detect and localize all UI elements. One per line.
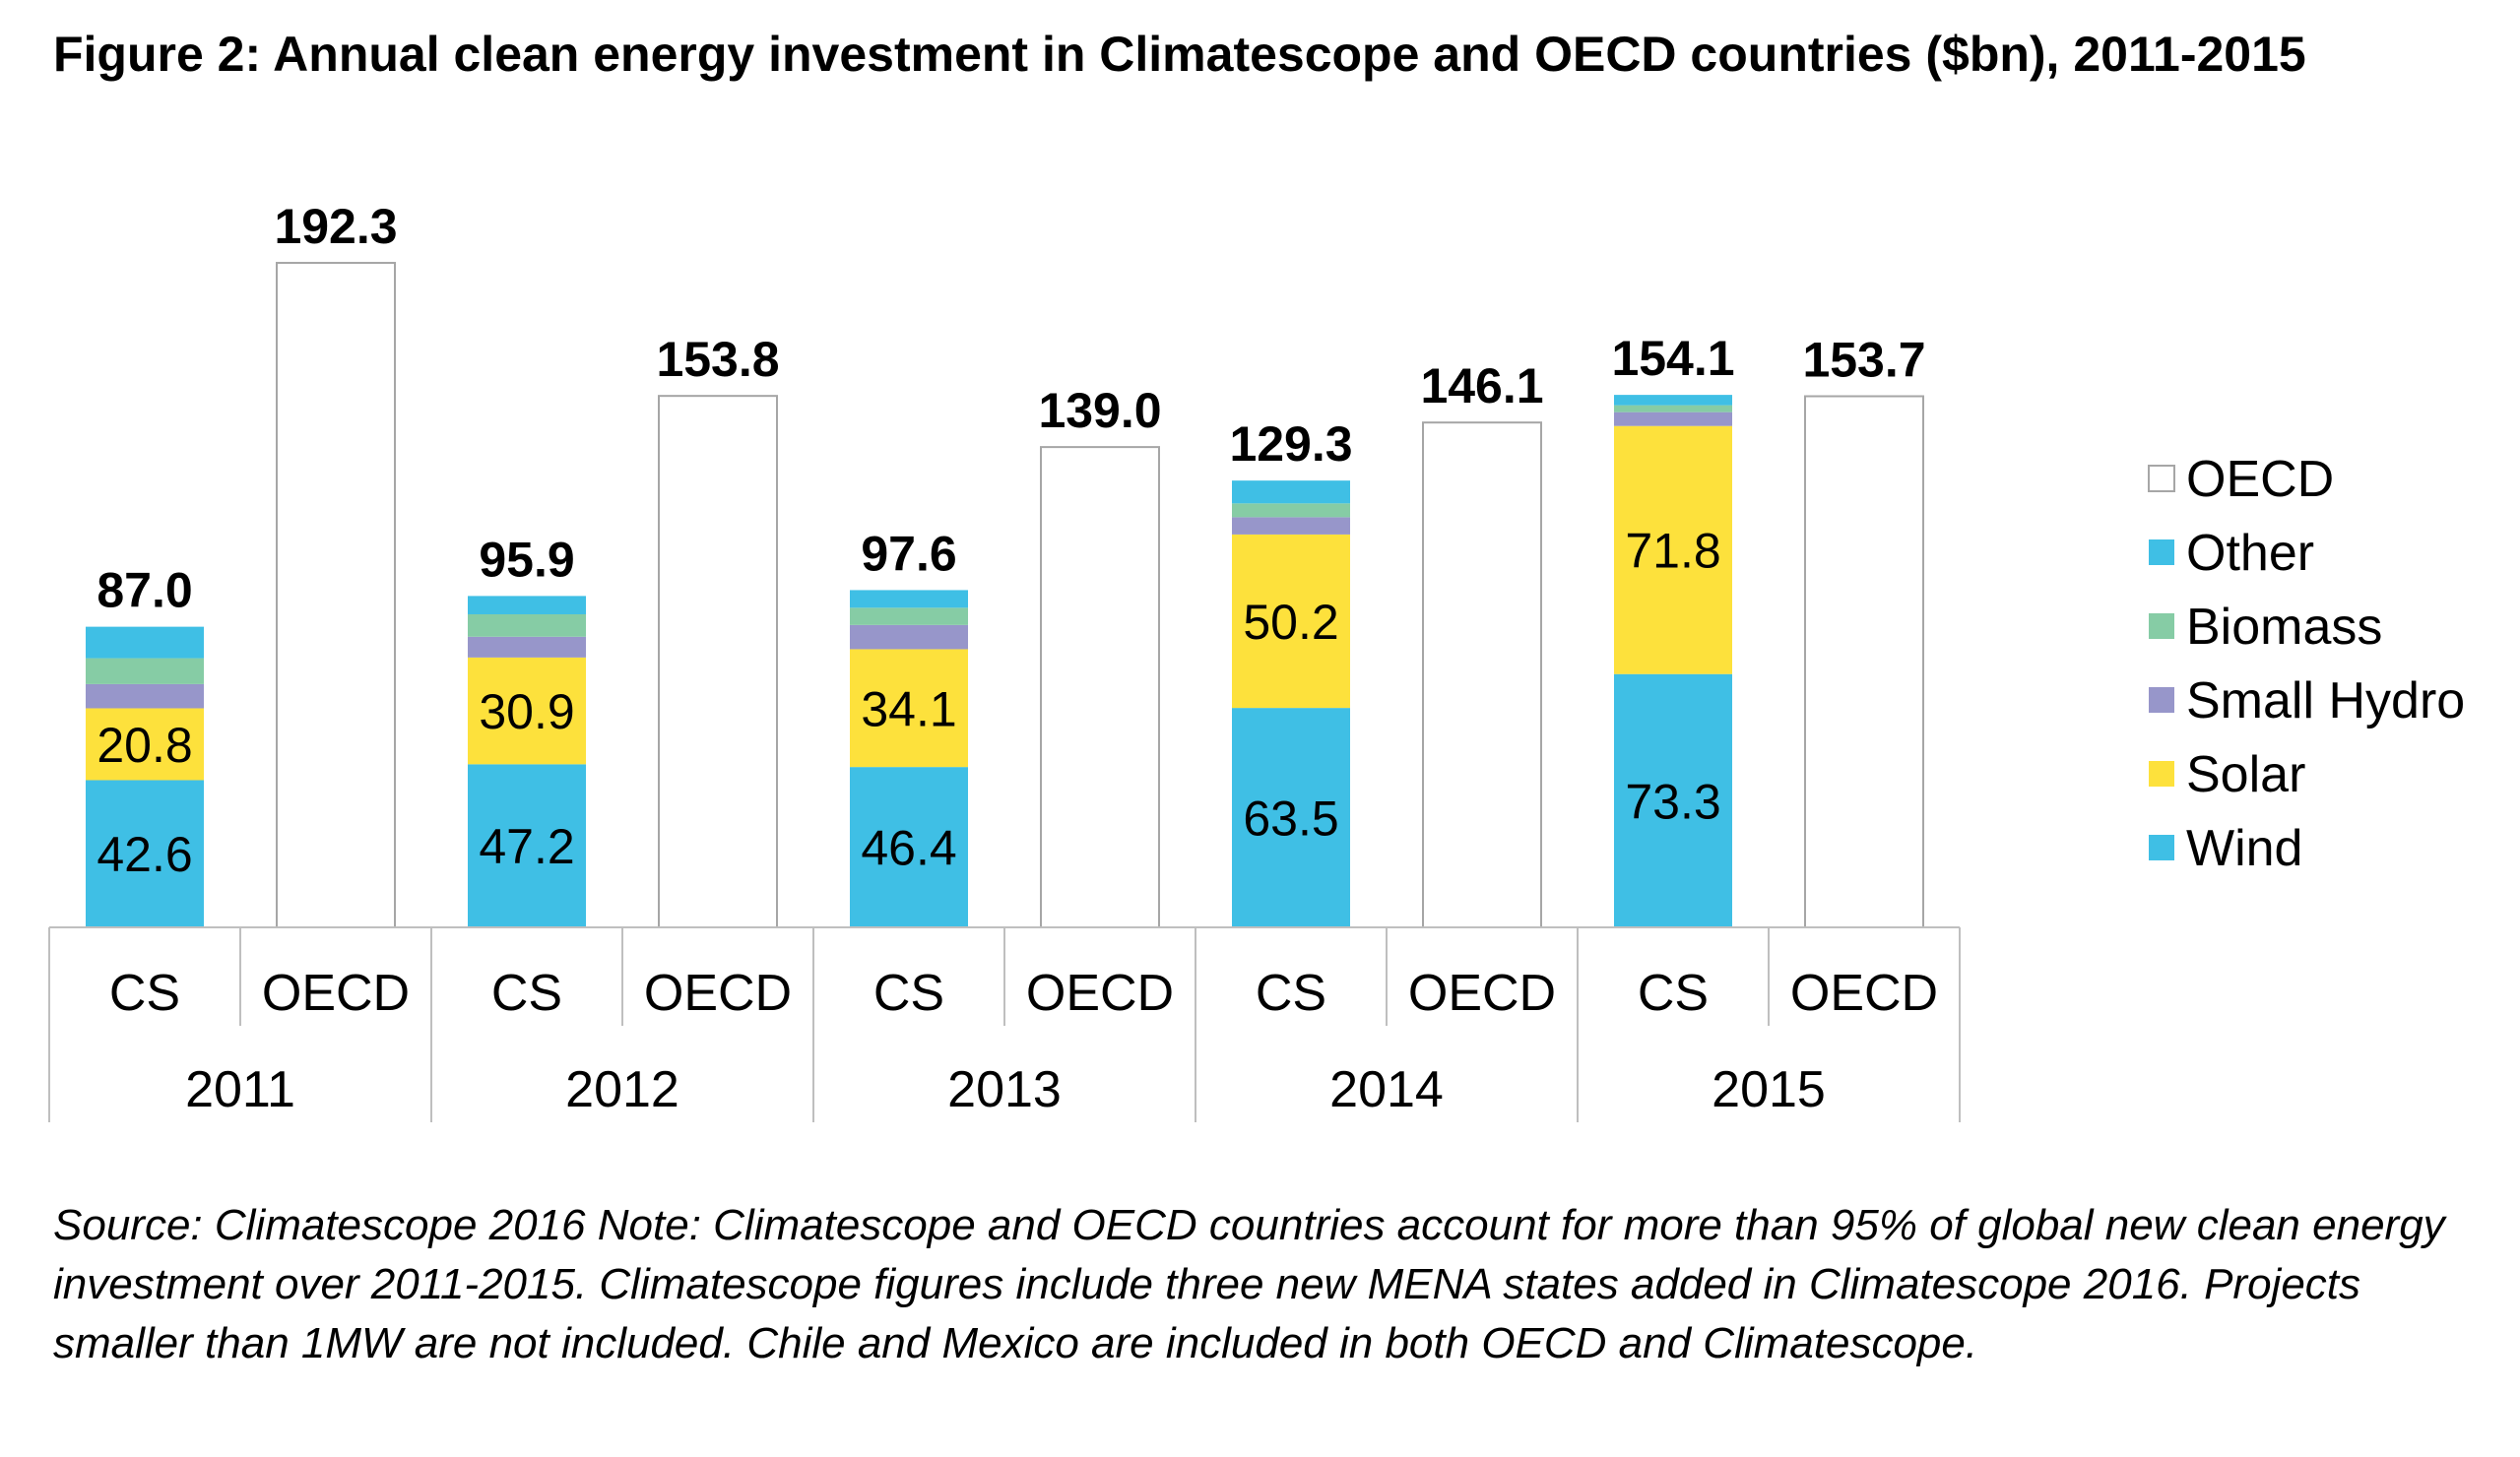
legend-entry: Other: [2186, 525, 2314, 582]
data-label: 50.2: [1243, 595, 1338, 650]
legend-entry: Small Hydro: [2186, 672, 2465, 729]
bar-segment-other: [468, 596, 586, 614]
bar-segment-small-hydro: [86, 683, 204, 709]
tick-label: CS: [1256, 965, 1326, 1022]
bar-segment-wind: [850, 767, 968, 927]
bar-segment-small-hydro: [1614, 412, 1732, 426]
bar-segment-oecd: [1804, 395, 1924, 928]
bar-segment-biomass: [850, 607, 968, 625]
bar-segment-oecd: [1040, 446, 1160, 928]
legend-swatch: [2149, 835, 2174, 860]
total-label: 129.3: [1229, 416, 1352, 472]
legend-swatch: [2149, 761, 2174, 787]
bars-layer: 42.6 20.8 87.0 192.3 47.2 30.9 95.9 153.8 46.4 34…: [86, 199, 1926, 929]
total-label: 154.1: [1611, 331, 1734, 386]
legend-swatch: [2149, 687, 2174, 713]
data-label: 42.6: [97, 827, 192, 882]
total-label: 153.7: [1802, 333, 1925, 388]
total-label: 139.0: [1038, 383, 1161, 438]
bar-segment-small-hydro: [850, 624, 968, 650]
group-label: 2015: [1712, 1061, 1826, 1118]
bar-segment-other: [850, 590, 968, 608]
tick-label: OECD: [644, 965, 792, 1022]
total-label: 153.8: [656, 332, 779, 387]
legend-entry: OECD: [2186, 451, 2334, 508]
bar-segment-solar: [86, 708, 204, 781]
bar-segment-biomass: [1614, 405, 1732, 412]
tick-label: CS: [1638, 965, 1709, 1022]
bar-segment-solar: [1614, 425, 1732, 674]
total-label: 97.6: [861, 526, 956, 581]
data-label: 63.5: [1243, 792, 1338, 847]
bar-segment-biomass: [468, 613, 586, 637]
bar-segment-wind: [1232, 708, 1350, 927]
bar-segment-solar: [850, 649, 968, 768]
bar-segment-small-hydro: [1232, 517, 1350, 535]
data-label: 73.3: [1625, 774, 1720, 829]
bar-segment-solar: [1232, 534, 1350, 709]
data-label: 71.8: [1625, 524, 1720, 579]
legend-entry: Solar: [2186, 746, 2305, 803]
bar-segment-biomass: [1232, 503, 1350, 518]
chart-title: Figure 2: Annual clean energy investment…: [53, 27, 2306, 82]
legend-entry: Biomass: [2186, 599, 2382, 656]
bar-segment-solar: [468, 657, 586, 765]
data-label: 30.9: [479, 684, 574, 739]
bar-segment-oecd: [276, 262, 396, 929]
tick-label: CS: [873, 965, 944, 1022]
bar-segment-wind: [86, 780, 204, 927]
total-label: 95.9: [479, 532, 574, 587]
tick-label: OECD: [1790, 965, 1938, 1022]
tick-label: CS: [491, 965, 562, 1022]
bar-segment-other: [1232, 480, 1350, 504]
data-label: 46.4: [861, 821, 956, 876]
data-label: 20.8: [97, 718, 192, 773]
tick-label: OECD: [1026, 965, 1174, 1022]
legend: OECD Other Biomass Small Hydro Solar Wind: [2148, 451, 2465, 877]
bar-segment-small-hydro: [468, 636, 586, 658]
group-label: 2011: [185, 1061, 295, 1118]
source-note: Source: Climatescope 2016 Note: Climates…: [53, 1201, 2445, 1367]
total-label: 87.0: [97, 563, 192, 618]
tick-label: OECD: [1408, 965, 1556, 1022]
tick-label: CS: [109, 965, 180, 1022]
bar-segment-wind: [1614, 673, 1732, 927]
bar-segment-biomass: [86, 658, 204, 684]
total-label: 192.3: [274, 199, 397, 254]
category-axis: CS OECD CS OECD CS OECD CS OECD CS OECD 2011 2012 20…: [48, 926, 1961, 1122]
legend-swatch: [2148, 465, 2175, 492]
bar-segment-other: [86, 626, 204, 659]
legend-entry: Wind: [2186, 820, 2302, 877]
group-label: 2014: [1329, 1061, 1444, 1118]
tick-label: OECD: [262, 965, 410, 1022]
total-label: 146.1: [1420, 358, 1543, 413]
legend-swatch: [2149, 613, 2174, 639]
bar-segment-oecd: [658, 395, 778, 928]
data-label: 47.2: [479, 819, 574, 874]
group-label: 2012: [565, 1061, 679, 1118]
legend-swatch: [2149, 539, 2174, 565]
bar-segment-wind: [468, 764, 586, 927]
bar-segment-other: [1614, 395, 1732, 406]
group-label: 2013: [947, 1061, 1062, 1118]
data-label: 34.1: [861, 681, 956, 736]
bar-segment-oecd: [1422, 421, 1542, 928]
